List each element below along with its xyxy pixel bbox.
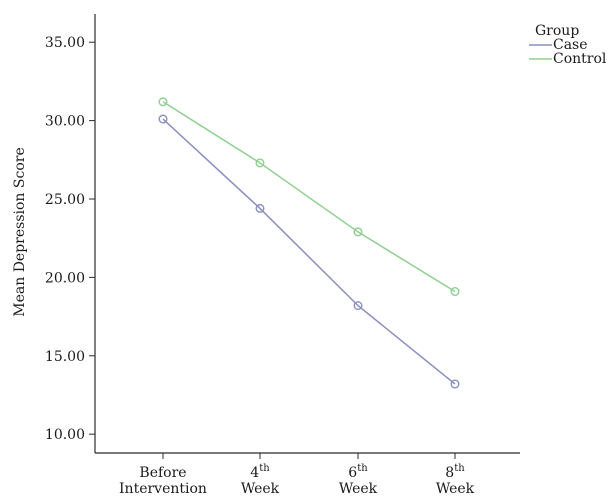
y-tick-label: 35.00 — [45, 35, 85, 51]
x-tick-label-main: 4 — [250, 465, 259, 481]
y-tick-label: 30.00 — [45, 114, 85, 130]
x-tick-label-sup: th — [357, 463, 368, 474]
series-layer — [158, 97, 460, 389]
y-axis-title: Mean Depression Score — [12, 147, 28, 316]
data-point — [450, 287, 460, 297]
x-tick-label-line2: Intervention — [119, 481, 207, 497]
x-tick-label-line1: 4th — [250, 463, 270, 481]
legend-title: Group — [535, 23, 579, 39]
x-tick-label-line1: Before — [139, 465, 186, 481]
y-tick-label: 20.00 — [45, 270, 85, 286]
data-point — [158, 97, 168, 107]
y-tick-label: 15.00 — [45, 349, 85, 365]
data-point — [450, 379, 460, 389]
data-point — [353, 301, 363, 311]
y-tick-label: 10.00 — [45, 427, 85, 443]
series-line — [162, 118, 456, 385]
x-tick-label-line2: Week — [436, 481, 475, 497]
x-tick-label-sup: th — [454, 463, 465, 474]
legend-item-control: Control — [529, 51, 607, 67]
data-point — [255, 203, 265, 213]
x-tick-label-line1: 6th — [348, 463, 368, 481]
x-tick-label-main: 6 — [348, 465, 357, 481]
data-point — [255, 158, 265, 168]
legend-label: Control — [553, 51, 607, 67]
data-point — [353, 227, 363, 237]
series-control — [158, 97, 460, 297]
y-tick-label: 25.00 — [45, 192, 85, 208]
x-tick-label-line1: 8th — [445, 463, 465, 481]
legend-item-case: Case — [529, 37, 588, 53]
series-case — [158, 114, 460, 389]
x-tick-label-main: Before — [139, 465, 186, 481]
series-line — [162, 101, 456, 293]
x-tick-label-main: 8 — [445, 465, 454, 481]
x-tick-label-line2: Week — [241, 481, 280, 497]
axes: 10.00 15.00 20.00 25.00 30.00 35.00 BeforeInte… — [45, 14, 520, 497]
legend-label: Case — [553, 37, 588, 53]
data-point — [158, 114, 168, 124]
x-tick-label-sup: th — [259, 463, 270, 474]
x-tick-label-line2: Week — [339, 481, 378, 497]
